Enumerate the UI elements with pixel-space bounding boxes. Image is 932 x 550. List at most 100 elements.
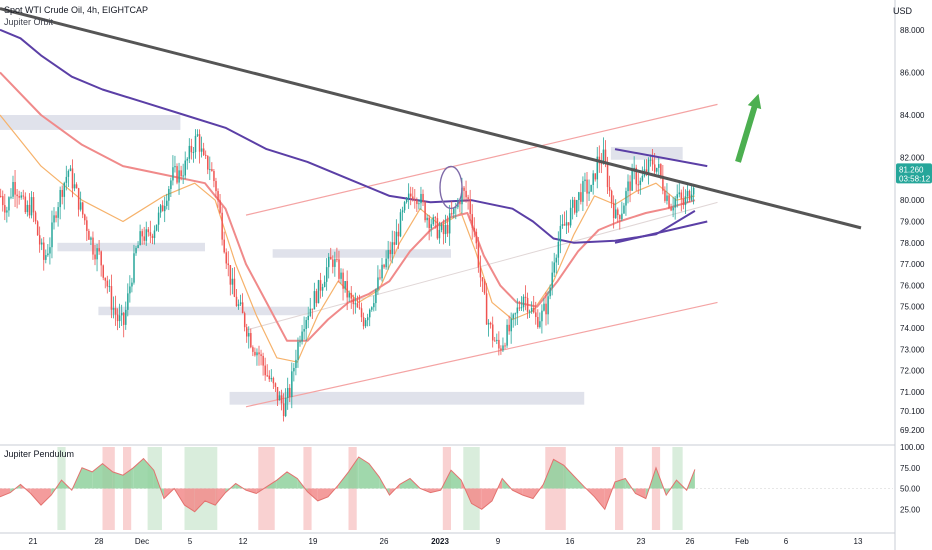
candle-body: [475, 231, 478, 244]
support-resistance-zone[interactable]: [229, 391, 585, 405]
candle-body: [530, 307, 533, 312]
price-panel[interactable]: [0, 7, 862, 422]
support-resistance-zone[interactable]: [610, 146, 683, 160]
support-resistance-zone[interactable]: [57, 242, 206, 252]
candle-body: [678, 192, 681, 195]
candle-body: [461, 187, 463, 205]
candle-body: [391, 242, 394, 255]
support-resistance-zone[interactable]: [0, 115, 181, 130]
candle-body: [321, 287, 324, 291]
candle-body: [619, 215, 621, 220]
channel-mid-line[interactable]: [245, 201, 718, 331]
candle-body: [346, 281, 348, 298]
candle-body: [348, 293, 350, 298]
candle-body: [309, 308, 312, 316]
candle-body: [623, 205, 625, 214]
candle-body: [217, 191, 219, 201]
candle-body: [106, 280, 109, 287]
candle-body: [260, 354, 262, 356]
candle-body: [82, 202, 84, 215]
candle-body: [287, 387, 289, 398]
candle-body: [270, 377, 273, 380]
candle-body: [668, 195, 670, 208]
triangle-upper-line[interactable]: [614, 148, 708, 168]
candle-body: [504, 345, 506, 347]
candle-body: [549, 287, 551, 297]
last-price-badge: [896, 163, 932, 184]
candle-body: [354, 303, 357, 305]
pendulum-area: [358, 457, 369, 489]
descending-trendline[interactable]: [0, 7, 862, 230]
candle-body: [202, 148, 205, 155]
candle-body: [692, 187, 695, 195]
highlight-circle[interactable]: [439, 165, 463, 210]
candle-body: [299, 341, 301, 343]
candle-body: [280, 395, 283, 404]
candle-body: [301, 331, 303, 342]
price-tick-label: 73.000: [900, 345, 925, 354]
candle-body: [55, 215, 57, 218]
candle-body: [213, 171, 215, 182]
candle-body: [131, 282, 133, 287]
candle-body: [243, 313, 246, 328]
candle-body: [436, 218, 439, 239]
candle-body: [262, 355, 264, 366]
candle-body: [545, 303, 547, 315]
candle-body: [84, 214, 86, 221]
candle-body: [483, 281, 486, 294]
channel-lower-line[interactable]: [245, 301, 718, 408]
candle-body: [658, 164, 660, 168]
ma-slow-purple-line: [0, 28, 696, 244]
pendulum-area: [205, 488, 216, 506]
candle-body: [541, 310, 543, 322]
candle-body: [284, 397, 287, 417]
candle-body: [387, 250, 389, 259]
candle-body: [161, 205, 164, 212]
candle-body: [41, 242, 43, 245]
candle-body: [57, 207, 59, 218]
triangle-lower-line[interactable]: [614, 220, 708, 244]
candle-body: [592, 173, 594, 185]
candle-body: [153, 230, 156, 238]
candle-body: [190, 145, 193, 153]
pendulum-area: [287, 471, 298, 489]
candle-body: [559, 225, 562, 242]
candle-body: [586, 179, 588, 194]
candle-body: [295, 359, 297, 368]
candle-body: [455, 207, 457, 209]
pendulum-area: [123, 467, 134, 489]
support-resistance-zone[interactable]: [272, 249, 451, 258]
pendulum-area: [563, 465, 574, 489]
candle-body: [432, 217, 435, 225]
candle-body: [506, 324, 508, 346]
pendulum-area: [399, 478, 410, 489]
candle-body: [172, 167, 174, 181]
candle-body: [364, 320, 367, 327]
candle-body: [481, 277, 484, 282]
candle-body: [315, 291, 318, 304]
candle-body: [428, 217, 430, 229]
time-tick-label: 9: [496, 537, 501, 546]
candle-body: [567, 222, 570, 226]
candle-body: [514, 313, 517, 315]
candle-body: [463, 187, 465, 191]
channel-upper-line[interactable]: [245, 103, 718, 216]
time-tick-label: 21: [29, 537, 38, 546]
candle-body: [416, 200, 418, 205]
time-tick-label: 23: [637, 537, 646, 546]
price-tick-label: 69.200: [900, 426, 925, 435]
candle-body: [649, 159, 652, 161]
candle-body: [330, 256, 332, 260]
candle-body: [317, 280, 320, 304]
candle-body: [219, 200, 221, 213]
candle-body: [22, 195, 25, 197]
time-tick-label: 6: [784, 537, 789, 546]
candle-body: [543, 303, 545, 311]
support-resistance-zone[interactable]: [98, 306, 308, 316]
candle-body: [637, 184, 640, 186]
candle-body: [151, 235, 154, 238]
pendulum-panel[interactable]: [0, 447, 893, 530]
candle-body: [426, 217, 428, 221]
